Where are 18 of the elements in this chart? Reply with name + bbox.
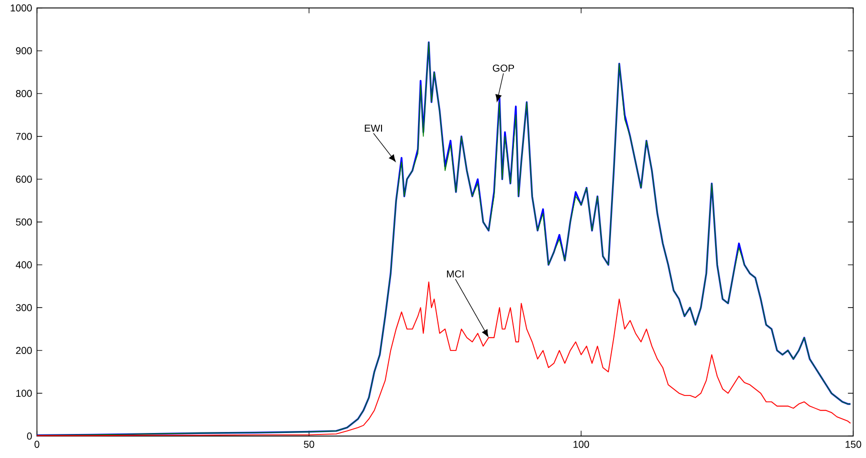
y-tick-label: 800 (16, 90, 32, 98)
y-tick-label: 600 (16, 176, 32, 183)
y-tick-label: 1000 (10, 4, 32, 12)
x-tick-label: 50 (304, 440, 314, 448)
y-tick-label: 500 (16, 218, 32, 226)
annotation: GOP (492, 64, 514, 72)
y-tick-label: 200 (16, 346, 32, 354)
x-tick-label: 0 (34, 440, 40, 448)
y-tick-label: 700 (16, 132, 32, 140)
y-tick-label: 900 (16, 47, 32, 54)
y-tick-label: 300 (16, 304, 32, 312)
annotation: EWI (364, 124, 382, 132)
y-tick-label: 400 (16, 261, 32, 268)
y-tick-label: 0 (27, 432, 32, 440)
x-tick-label: 100 (574, 440, 590, 448)
y-tick-label: 100 (16, 390, 32, 397)
annotation: MCI (447, 270, 464, 278)
x-tick-label: 150 (846, 440, 862, 448)
